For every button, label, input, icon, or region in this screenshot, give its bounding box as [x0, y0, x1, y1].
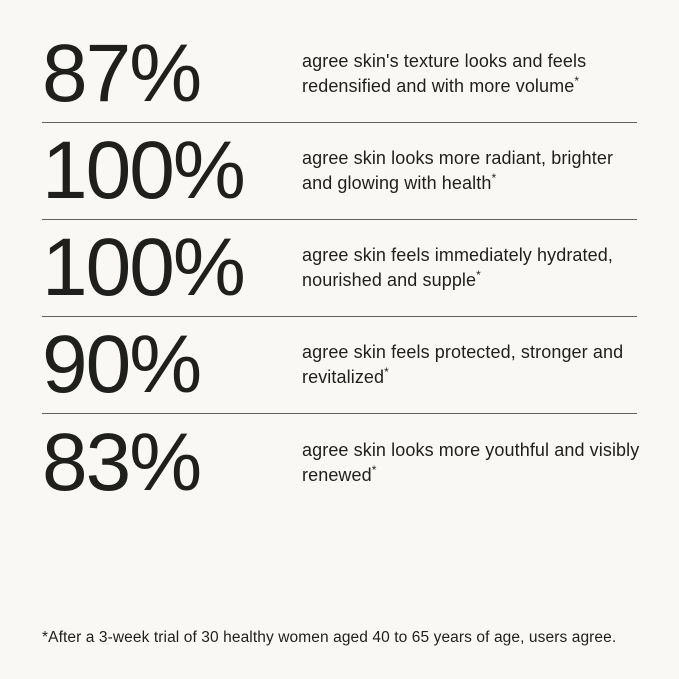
- asterisk-marker: *: [491, 171, 497, 185]
- stat-description: agree skin feels protected, stronger and…: [302, 340, 637, 390]
- stat-row: 87% agree skin's texture looks and feels…: [42, 26, 637, 123]
- stat-percent: 100%: [42, 222, 246, 313]
- asterisk-marker: *: [476, 268, 481, 282]
- asterisk-marker: *: [384, 365, 389, 379]
- stat-description: agree skin feels immediately hydrated, n…: [302, 243, 637, 293]
- asterisk-marker: *: [574, 74, 580, 88]
- stat-description-line2: revitalized*: [302, 365, 637, 390]
- stat-percent: 100%: [42, 125, 246, 216]
- stat-percent: 90%: [42, 319, 202, 410]
- stat-description-line2-text: redensified and with more volume: [302, 76, 575, 96]
- stat-description-line2: renewed*: [302, 463, 639, 488]
- stat-description-line2: nourished and supple*: [302, 268, 637, 293]
- stat-row: 90% agree skin feels protected, stronger…: [42, 317, 637, 414]
- stat-description-line2-text: revitalized: [302, 367, 385, 387]
- stat-description: agree skin looks more youthful and visib…: [302, 438, 639, 488]
- stat-description-line2-text: renewed: [302, 464, 372, 485]
- stat-percent: 87%: [42, 28, 202, 119]
- stat-description-line2: redensified and with more volume*: [302, 74, 637, 99]
- stat-description-line1: agree skin looks more youthful and visib…: [302, 439, 640, 460]
- stat-percent: 83%: [42, 416, 202, 508]
- stat-description: agree skin's texture looks and feels red…: [302, 49, 637, 99]
- stat-description-line1: agree skin looks more radiant, brighter: [302, 148, 614, 168]
- stat-description-line2-text: and glowing with health: [302, 173, 492, 193]
- stat-row: 83% agree skin looks more youthful and v…: [42, 414, 639, 511]
- footnote: *After a 3-week trial of 30 healthy wome…: [42, 629, 617, 646]
- stat-row: 100% agree skin feels immediately hydrat…: [42, 220, 637, 317]
- stat-description-line1: agree skin feels protected, stronger and: [302, 342, 624, 362]
- stat-row: 100% agree skin looks more radiant, brig…: [42, 123, 637, 220]
- stat-description-line2-text: nourished and supple: [302, 270, 477, 290]
- asterisk-marker: *: [371, 462, 377, 477]
- stats-list: 87% agree skin's texture looks and feels…: [42, 26, 639, 511]
- stat-description-line1: agree skin's texture looks and feels: [302, 51, 587, 71]
- stat-description-line1: agree skin feels immediately hydrated,: [302, 245, 613, 265]
- stat-description: agree skin looks more radiant, brighter …: [302, 146, 637, 196]
- stat-description-line2: and glowing with health*: [302, 171, 637, 196]
